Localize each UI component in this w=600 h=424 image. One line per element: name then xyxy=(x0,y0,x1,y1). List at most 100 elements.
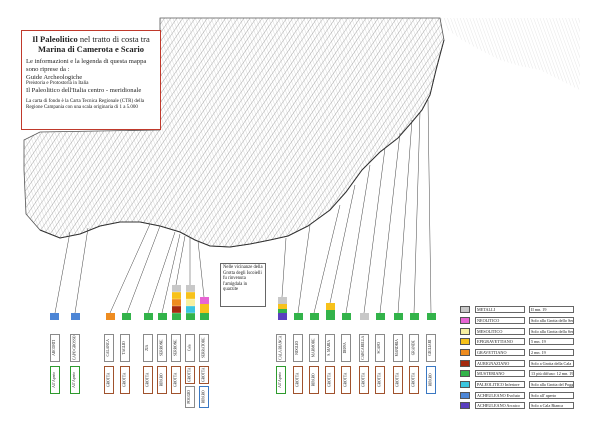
legend-desc: Solo a Grotta della Cala xyxy=(529,360,574,367)
site-card-name: MARMORE xyxy=(309,334,319,362)
site-name: GIGLIARI xyxy=(428,340,433,356)
legend-name: PALEOLITICO Inferiore xyxy=(475,381,525,388)
legend-name: MESOLITICO xyxy=(475,328,525,335)
leader-lines xyxy=(54,99,432,314)
site-card-name: CALA BIANCA xyxy=(276,334,286,362)
map-title-box: Il Paleolitico nel tratto di costa tra M… xyxy=(21,30,161,130)
site-card-type: All' Aperto xyxy=(276,366,286,394)
source-series: Preistoria e Protostoria in Italia xyxy=(26,81,89,87)
site-card-name: NOGLIO xyxy=(293,334,303,362)
legend-name: MUSTERIANO xyxy=(475,370,525,377)
legend-name: EPIGRAVETTIANO xyxy=(475,338,525,345)
legend-swatch xyxy=(460,360,470,367)
map-title-line2: Marina di Camerota e Scario xyxy=(37,44,145,55)
site-card-type: RIPARO xyxy=(157,366,167,394)
site-card-type: All' Aperto xyxy=(50,366,60,394)
site-type: GROTTA xyxy=(122,372,127,388)
site-card-name: CARCARELLA xyxy=(359,334,369,362)
site-card-name: ZIA xyxy=(143,334,153,362)
site-card-type: GROTTA xyxy=(293,366,303,394)
site-type: RIPARO xyxy=(201,390,206,404)
legend-swatch xyxy=(460,328,470,335)
site-name: SERRONE xyxy=(173,339,178,357)
site-type: GROTTA xyxy=(411,372,416,388)
site-card-name: MANDRIA xyxy=(393,334,403,362)
site-name: CALA BIANCA xyxy=(278,335,283,361)
legend-desc: Solo alla Grotta del Poggio xyxy=(529,381,574,388)
site-type: GROTTA xyxy=(106,372,111,388)
legend-desc: 5 mn. 19 xyxy=(529,338,574,345)
site-type: RIPARO xyxy=(428,373,433,387)
site-card-type: GROTTA xyxy=(341,366,351,394)
site-card-name: CALANCA xyxy=(104,334,114,362)
site-card-name: SCAFO xyxy=(375,334,385,362)
title-rest: nel tratto di costa tra xyxy=(77,34,150,44)
site-type: GROTTA xyxy=(295,372,300,388)
site-type: RIPARO xyxy=(311,373,316,387)
site-name: GRANDE xyxy=(411,340,416,356)
site-name: POGGIO xyxy=(187,390,192,404)
legend-swatch xyxy=(460,349,470,356)
site-type: All' Aperto xyxy=(52,372,57,388)
legend-desc: Solo alla Grotta dello Serratore xyxy=(529,317,574,324)
legend-swatch xyxy=(460,381,470,388)
site-type: GROTTA xyxy=(173,372,178,388)
legend-name: NEOLITICO xyxy=(475,317,525,324)
site-type: RIPARO xyxy=(159,373,164,387)
legend-desc: Solo all' aperto xyxy=(529,392,574,399)
site-card-type: GROTTA xyxy=(359,366,369,394)
legend-swatch xyxy=(460,392,470,399)
site-type: GROTTA xyxy=(361,372,366,388)
site-card-type: GROTTA xyxy=(393,366,403,394)
site-card-type: RIPARO xyxy=(309,366,319,394)
legend-swatch xyxy=(460,338,470,345)
site-card-name: DEFFA xyxy=(341,334,351,362)
legend-desc: Solo a Cala Bianca xyxy=(529,402,574,409)
site-card-type: RIPARO xyxy=(426,366,436,394)
legend-name: ACHEULEANO Evoluto xyxy=(475,392,525,399)
site-name: NOGLIO xyxy=(295,341,300,355)
site-card-type: GROTTA xyxy=(104,366,114,394)
site-name: MANDRIA xyxy=(395,339,400,357)
site-type: GROTTA xyxy=(145,372,150,388)
site-card-name: ARCONTI xyxy=(50,334,60,362)
legend-desc: II mn. 19 xyxy=(529,306,574,313)
site-name: MARMORE xyxy=(311,338,316,358)
site-card-type: GROTTA xyxy=(325,366,335,394)
site-name: CARCARELLA xyxy=(361,336,366,360)
site-name: TAGLIO xyxy=(122,341,127,355)
legend-name: GRAVETTIANO xyxy=(475,349,525,356)
site-card-type: All' Aperto xyxy=(70,366,80,394)
source-volume: Il Paleolitico dell'Italia centro - meri… xyxy=(26,87,142,95)
legend-swatch xyxy=(460,317,470,324)
basemap-note: La carta di fondo è la Carta Tecnica Reg… xyxy=(26,98,145,110)
site-card-type: GROTTA xyxy=(409,366,419,394)
site-card-name: SERRATORE xyxy=(199,334,209,362)
site-card-name: TAGLIO xyxy=(120,334,130,362)
site-name: CALANCA xyxy=(106,339,111,357)
site-type: All' Aperto xyxy=(72,372,77,388)
map-intro: Le informazioni e la legenda di questa m… xyxy=(26,58,147,73)
site-card-type: GROTTA xyxy=(120,366,130,394)
legend-swatch xyxy=(460,402,470,409)
legend-name: METALLI xyxy=(475,306,525,313)
site-card-type: GROTTA xyxy=(375,366,385,394)
site-name: SERRATORE xyxy=(201,337,206,359)
site-card-name: Cala xyxy=(185,334,195,362)
site-card-type: RIPARO xyxy=(199,386,209,408)
site-type: GROTTA xyxy=(343,372,348,388)
map-title-line1: Il Paleolitico nel tratto di costa tra xyxy=(26,34,156,44)
site-name: ARCONTI xyxy=(52,340,57,356)
legend-swatch xyxy=(460,306,470,313)
site-type: All' Aperto xyxy=(278,372,283,388)
site-name: SCAFO xyxy=(377,342,382,354)
site-card-type: GROTTA xyxy=(199,366,209,384)
legend-swatch xyxy=(460,370,470,377)
site-name: S. MARIA xyxy=(327,340,332,356)
site-card-name: GRANDE xyxy=(409,334,419,362)
site-card-name: CAPO GROSSO xyxy=(70,334,80,362)
site-type: GROTTA xyxy=(377,372,382,388)
source-title: Guide Archeologiche xyxy=(26,73,83,81)
site-type: GROTTA xyxy=(327,372,332,388)
